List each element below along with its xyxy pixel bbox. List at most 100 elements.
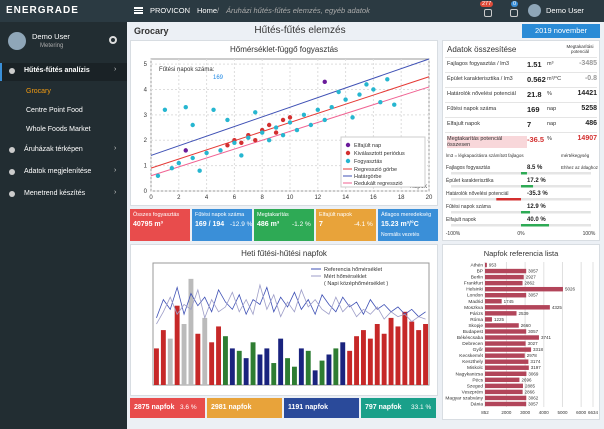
- bar: [229, 348, 235, 385]
- scatter-panel: Hőmérséklet-függő fogyasztás 0 2 4 6 8 10 12 14 1…: [130, 40, 438, 206]
- bar: [298, 348, 304, 385]
- degree-tile: 2875 napfok 3.6 %: [130, 398, 205, 418]
- menu-item[interactable]: Áruházak térképen: [24, 146, 83, 153]
- row-label: Határolók nővelési potenciál: [447, 91, 516, 97]
- scatter-point: [329, 105, 334, 110]
- submenu-item[interactable]: Centre Point Food: [26, 107, 83, 114]
- y-tick-label: Dánia: [470, 401, 483, 407]
- y-tick-label: Athén: [470, 263, 483, 269]
- avatar[interactable]: [528, 4, 541, 17]
- data-label: 5026: [565, 287, 576, 292]
- user-name[interactable]: Demo User: [546, 6, 584, 15]
- flag-icon[interactable]: [510, 9, 518, 17]
- degree-tile: 1191 napfok: [284, 398, 359, 418]
- bar: [485, 371, 527, 376]
- scatter-point: [385, 77, 390, 82]
- bar: [250, 342, 256, 385]
- badge: 277: [480, 1, 494, 7]
- menu-arrow: ›: [114, 189, 117, 196]
- bar: [361, 330, 366, 385]
- chart-title: Heti fűtési-hűtési napfok: [241, 249, 328, 258]
- menu-icon: [9, 191, 15, 197]
- y-tick-label: Skopje: [468, 323, 483, 329]
- note: mértékegység: [561, 153, 590, 158]
- data-label: 3069: [528, 371, 539, 376]
- submenu-item[interactable]: Grocary: [26, 88, 51, 95]
- period-button[interactable]: 2019 november: [522, 24, 600, 38]
- submenu-item[interactable]: Whole Foods Market: [26, 126, 91, 133]
- chart: Fajlagos fogyasztás 8.5 % Épület karakteri…: [446, 165, 599, 237]
- y-tick-label: 4: [144, 87, 148, 93]
- kpi-tile: Fűtési napok száma 169 / 194 -12.9 %: [192, 209, 252, 241]
- bar: [521, 211, 531, 214]
- y-tick-label: Magyar szabvány: [445, 395, 483, 401]
- data-label: 4325: [552, 305, 563, 310]
- legend-label: Redukált regresszió: [354, 181, 403, 187]
- menu-item[interactable]: Menetrend készítés: [24, 190, 86, 197]
- scatter-point: [273, 130, 279, 135]
- x-tick-label: 8: [261, 195, 265, 201]
- tile-value: 2981 napfok: [211, 404, 252, 411]
- menu-icon[interactable]: [134, 7, 143, 14]
- data-label: 3174: [530, 359, 541, 364]
- bar: [485, 268, 527, 274]
- bar: [367, 338, 373, 385]
- x-tick-label: 20: [426, 195, 433, 201]
- kpi-change: -4.1 %: [354, 221, 373, 228]
- bar: [154, 348, 159, 385]
- bar: [485, 353, 525, 358]
- legend-label: Referencia hőmérséklet: [324, 267, 383, 273]
- bar: [388, 317, 394, 385]
- legend-label: Elfajült nap: [354, 143, 381, 149]
- kpi-value: 486 m³: [257, 221, 280, 228]
- menu-item[interactable]: Hűtés-fűtés analízis: [24, 67, 90, 74]
- y-tick-label: Budapest: [463, 329, 484, 335]
- axis-label: 0%: [517, 231, 525, 237]
- kpi-value: 40795 m³: [133, 221, 163, 228]
- bell-icon[interactable]: [484, 9, 492, 17]
- menu-arrow: ›: [114, 66, 117, 73]
- chart-title: Napfok referencia lista: [484, 249, 559, 258]
- row-label: Fajlagos fogyasztás / lm3: [447, 61, 510, 67]
- kpi-value: 7: [319, 221, 323, 228]
- bar: [521, 185, 534, 188]
- data-label: 2696: [521, 377, 532, 382]
- summary-panel: Adatok összesítése Megtakarítási potenciá…: [442, 40, 600, 241]
- row-potential: 14907: [577, 135, 597, 142]
- logo: ENERGRADE: [6, 5, 79, 16]
- row-potential: -3485: [579, 60, 597, 67]
- column-header: Megtakarítási potenciál: [566, 44, 594, 54]
- data-label: 953: [489, 263, 497, 268]
- store-name: Grocary: [134, 26, 169, 36]
- settings-icon[interactable]: [109, 36, 117, 44]
- y-tick-label: Madrid: [468, 299, 483, 305]
- bar: [485, 365, 529, 370]
- menu-icon: [9, 68, 15, 74]
- panel-title: Adatok összesítése: [447, 45, 517, 54]
- legend-label: Fogyasztás: [354, 159, 382, 165]
- bar: [485, 377, 520, 383]
- data-label: 3062: [528, 395, 539, 400]
- scatter-point: [183, 105, 188, 110]
- degree-tile: 797 napfok 33.1 %: [361, 398, 436, 418]
- scatter-point: [392, 102, 397, 107]
- bar-label: Épület karakterisztika: [446, 177, 494, 184]
- sidebar: [0, 22, 127, 429]
- scatter-point: [287, 120, 293, 125]
- kpi-change: Normális vezetés: [381, 232, 420, 238]
- scatter-point: [266, 122, 272, 128]
- bar: [485, 359, 529, 364]
- bar: [485, 401, 527, 407]
- plot-area: [152, 262, 430, 386]
- x-tick-label: 6000: [576, 410, 587, 415]
- bar: [485, 311, 517, 316]
- scatter-point: [253, 138, 258, 143]
- scatter-point: [260, 130, 265, 135]
- x-tick-label: 2: [177, 195, 181, 201]
- home[interactable]: Home: [197, 6, 218, 15]
- scatter-point: [204, 150, 209, 156]
- bar: [485, 262, 487, 268]
- menu-item[interactable]: Adatok megjelenítése: [24, 168, 92, 175]
- scatter-point: [343, 97, 348, 102]
- row-line: [445, 132, 597, 133]
